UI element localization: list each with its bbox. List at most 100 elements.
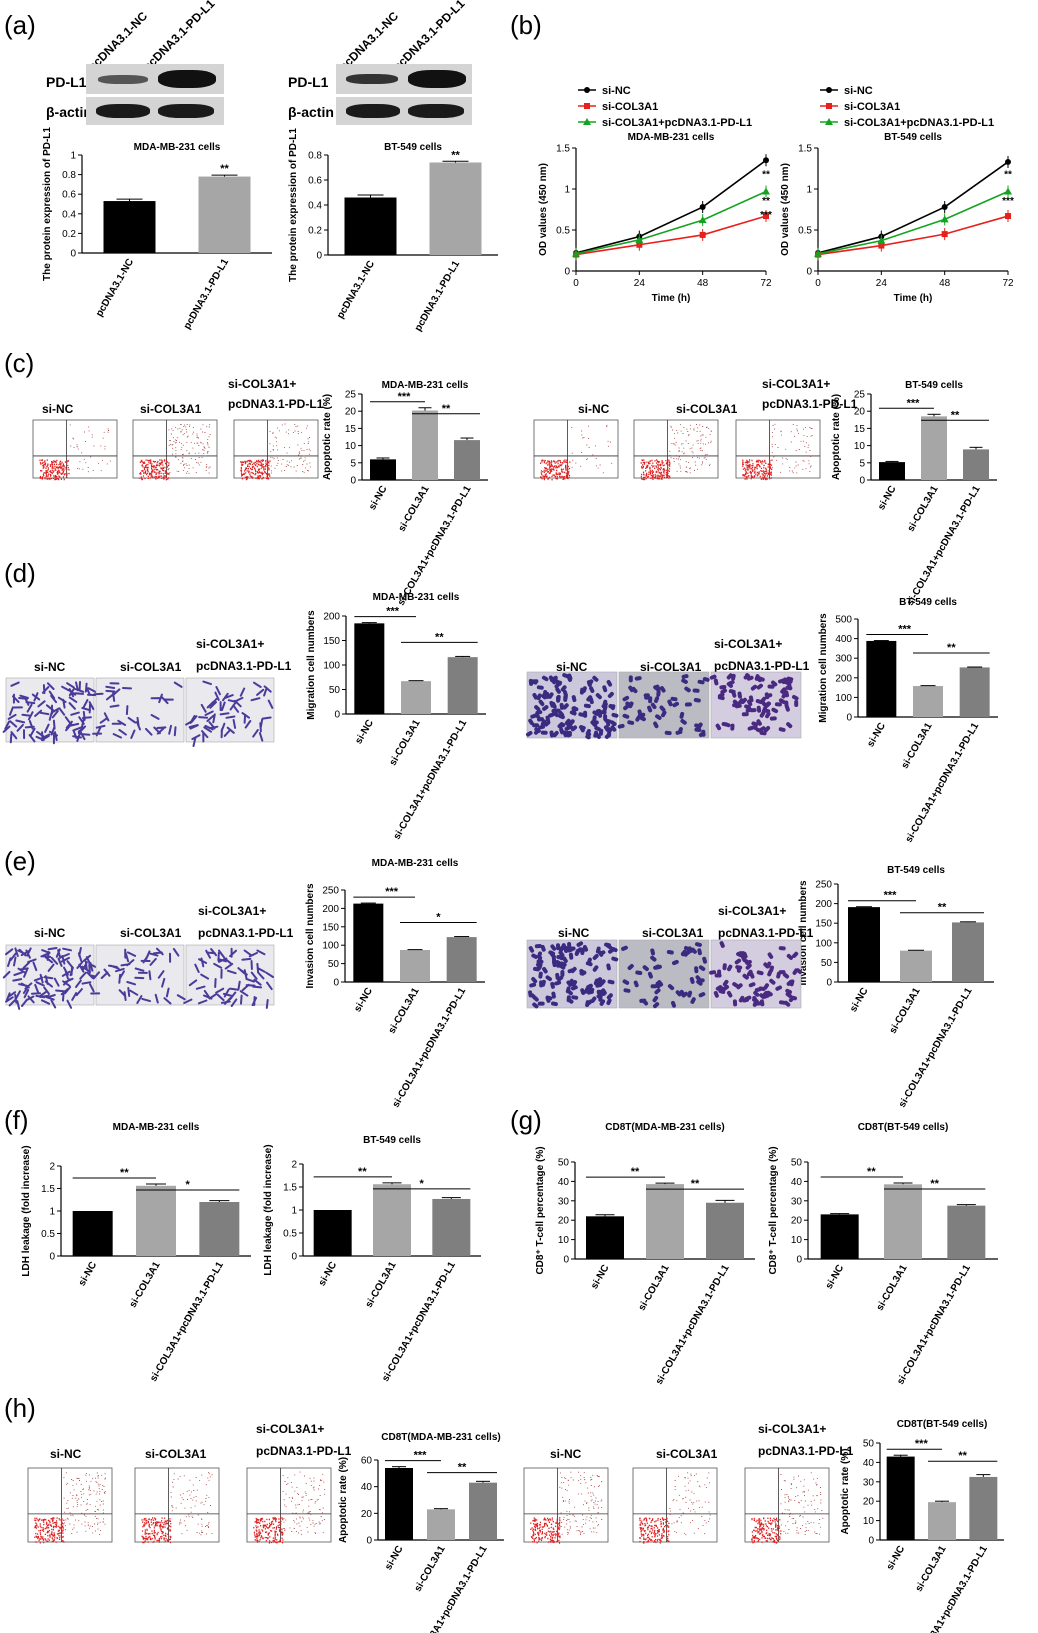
series-line: [575, 159, 767, 254]
scatter-sparse: [69, 424, 111, 473]
y-tick-label: 50: [863, 1439, 875, 1450]
data-point: [763, 157, 769, 164]
bar: [706, 1202, 744, 1259]
x-tick-label: si-NC: [77, 1260, 100, 1288]
y-axis-label: The protein expression of PD-L1: [288, 128, 299, 282]
bar: [969, 1476, 998, 1540]
bar: [900, 950, 932, 982]
transwell-micrograph: [709, 671, 802, 739]
y-tick-label: 300: [835, 654, 852, 665]
bar-chart-e1: MDA-MB-231 cells 0 50 100 150 200 250 Invasion …: [305, 858, 485, 1110]
y-axis-label: LDH leakage (fold increase): [263, 1144, 274, 1275]
significance-mark: **: [220, 163, 229, 175]
chart-title: MDA-MB-231 cells: [134, 142, 221, 153]
cells: [92, 681, 183, 739]
x-axis-label: Time (h): [894, 293, 933, 304]
y-tick-label: 0.5: [41, 1229, 55, 1240]
significance-mark: **: [938, 902, 947, 914]
x-tick-label: si-COL3A1+pcDNA3.1-PD-L1: [905, 484, 983, 608]
legend-label: si-COL3A1: [602, 101, 658, 113]
significance-mark: ***: [907, 397, 921, 409]
y-tick-label: 250: [322, 886, 339, 897]
bar: [454, 440, 480, 480]
legend-label: si-NC: [602, 85, 631, 97]
scatter-dense: [751, 1517, 782, 1544]
y-tick-label: 0: [796, 1255, 802, 1266]
transwell-label: si-NC: [558, 926, 590, 940]
x-tick-label: si-NC: [317, 1260, 340, 1288]
y-tick-label: 1.5: [798, 144, 812, 155]
x-tick-label: 48: [697, 278, 709, 289]
data-point: [1005, 213, 1011, 220]
transwell-label: si-COL3A1+ pcDNA3.1-PD-L1: [714, 637, 810, 673]
y-axis-label: Apoptotic rate (%): [322, 394, 333, 480]
scatter-sparse: [170, 1472, 213, 1536]
legend-label: si-COL3A1+pcDNA3.1-PD-L1: [844, 117, 994, 129]
line-chart-b1: MDA-MB-231 cells 0 0.5 1 1.5 0 24 48 72 Time (h) O…: [538, 85, 772, 304]
y-tick-label: 2: [49, 1162, 55, 1173]
y-axis-label: The protein expression of PD-L1: [42, 127, 53, 281]
x-tick-label: pcDNA3.1-NC: [335, 259, 377, 321]
bar: [469, 1482, 497, 1540]
data-point: [762, 187, 770, 195]
transwell-micrograph: [92, 677, 185, 743]
x-tick-label: si-NC: [824, 1263, 847, 1291]
x-tick-label: si-NC: [848, 986, 871, 1014]
flow-cytometry-plot: [134, 1467, 220, 1544]
y-tick-label: 10: [791, 1235, 803, 1246]
y-axis-label: OD values (450 nm): [538, 163, 549, 256]
x-tick-label: si-NC: [885, 1544, 908, 1572]
y-axis-label: Apoptotic rate (%): [338, 1457, 349, 1543]
y-tick-label: 250: [815, 880, 832, 891]
blot-strip: [336, 97, 472, 125]
series-line: [817, 161, 1009, 254]
x-tick-label: si-COL3A1+pcDNA3.1-PD-L1: [148, 1260, 226, 1384]
transwell-micrograph: [526, 939, 619, 1009]
x-tick-label: si-COL3A1+pcDNA3.1-PD-L1: [654, 1263, 732, 1387]
y-tick-label: 0.2: [62, 229, 76, 240]
bar-chart-g2: CD8T(BT-549 cells) 0 10 20 30 40 50 CD8⁺ T-cell…: [768, 1122, 998, 1387]
y-tick-label: 0: [868, 1536, 874, 1547]
x-tick-label: si-NC: [876, 484, 899, 512]
bar: [886, 1456, 915, 1540]
y-tick-label: 0.4: [62, 209, 76, 220]
x-tick-label: si-NC: [865, 721, 888, 749]
x-tick-label: si-COL3A1: [364, 1260, 399, 1310]
x-tick-label: si-NC: [383, 1544, 406, 1572]
flow-label: si-COL3A1+ pcDNA3.1-PD-L1: [228, 377, 324, 411]
row-label-pdl1: PD-L1: [288, 74, 329, 90]
y-tick-label: 20: [863, 1497, 875, 1508]
y-tick-label: 10: [345, 441, 357, 452]
y-tick-label: 0: [316, 251, 322, 262]
significance-mark: ***: [414, 1450, 428, 1462]
y-tick-label: 1.5: [283, 1183, 297, 1194]
flow-label: si-NC: [550, 1447, 582, 1461]
flow-label: si-NC: [50, 1447, 82, 1461]
scatter-sparse: [780, 1472, 824, 1535]
y-tick-label: 0: [70, 249, 76, 260]
significance-mark: **: [947, 642, 956, 654]
row-label-actin: β-actin: [288, 104, 334, 120]
scatter-dense: [530, 1517, 561, 1544]
y-tick-label: 0: [564, 267, 570, 278]
legend-marker: [584, 103, 590, 109]
y-tick-label: 100: [815, 938, 832, 949]
bar: [427, 1509, 455, 1540]
x-tick-label: 72: [760, 278, 772, 289]
panel-letter-f: (f): [4, 1105, 29, 1135]
bar-chart-f1: MDA-MB-231 cells 0 0.5 1 1.5 2 LDH leakage (fo…: [21, 1122, 251, 1384]
bar: [313, 1210, 352, 1256]
y-tick-label: 200: [322, 904, 339, 915]
flow-label: si-COL3A1+ pcDNA3.1-PD-L1: [762, 377, 858, 411]
y-tick-label: 1: [70, 151, 76, 162]
bar: [447, 657, 478, 714]
x-tick-label: 0: [815, 278, 821, 289]
y-tick-label: 25: [854, 390, 866, 401]
plot-frame: [32, 419, 118, 479]
legend-marker: [583, 118, 591, 125]
significance-mark: **: [958, 1450, 967, 1462]
y-tick-label: 0: [366, 1536, 372, 1547]
data-point: [940, 215, 949, 223]
bar-chart-d2: BT-549 cells 0 100 200 300 400 500 Migration ce…: [818, 597, 998, 845]
cells: [2, 947, 99, 1010]
